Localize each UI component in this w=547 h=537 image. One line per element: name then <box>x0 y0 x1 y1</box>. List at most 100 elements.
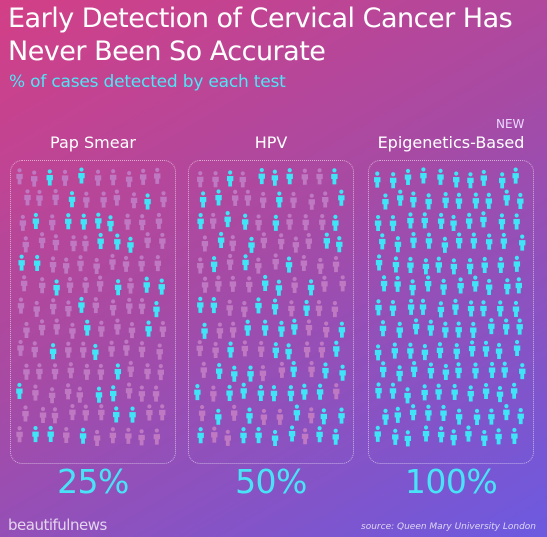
person-icon-undetected <box>22 236 29 253</box>
person-icon-detected <box>285 343 292 360</box>
person-icon-detected <box>437 426 445 443</box>
person-icon-detected <box>339 364 346 381</box>
person-icon-detected <box>503 189 510 206</box>
panel-title-epigenetics: Epigenetics-Based <box>377 133 525 152</box>
person-icon-undetected <box>65 341 72 358</box>
person-icon-detected <box>288 425 296 442</box>
person-icon-detected <box>242 254 249 271</box>
person-icon-detected <box>18 254 25 271</box>
person-icon-detected <box>515 277 523 294</box>
source-note: source: Queen Mary University London <box>361 522 536 532</box>
person-icon-detected <box>240 427 247 444</box>
page-title: Early Detection of Cervical Cancer Has N… <box>8 3 513 67</box>
person-icon-undetected <box>317 257 324 275</box>
person-icon-detected <box>379 233 386 250</box>
person-icon-detected <box>270 385 278 402</box>
person-icon-detected <box>480 211 487 228</box>
person-icon-detected <box>488 361 496 378</box>
person-icon-detected <box>455 321 462 338</box>
person-icon-undetected <box>51 407 59 424</box>
person-icon-undetected <box>49 256 57 273</box>
person-icon-undetected <box>62 257 70 274</box>
person-icon-detected <box>453 171 460 188</box>
person-icon-detected <box>442 363 450 380</box>
person-icon-detected <box>435 256 442 273</box>
person-icon-undetected <box>209 212 217 229</box>
person-icon-undetected <box>48 387 56 404</box>
person-icon-detected <box>338 407 345 424</box>
person-icon-undetected <box>196 340 203 357</box>
person-icon-detected <box>485 192 493 209</box>
person-icon-undetected <box>276 408 284 425</box>
person-icon-undetected <box>160 191 167 208</box>
person-icon-undetected <box>322 191 329 208</box>
person-icon-detected <box>244 319 251 336</box>
person-icon-undetected <box>66 276 74 294</box>
person-icon-detected <box>248 236 255 253</box>
person-icon-detected <box>246 407 253 424</box>
person-icon-undetected <box>49 214 56 231</box>
person-icon-undetected <box>82 276 89 293</box>
person-icon-detected <box>468 340 476 357</box>
person-icon-undetected <box>22 405 29 422</box>
person-icon-detected <box>257 384 265 401</box>
person-icon-undetected <box>92 297 100 314</box>
person-icon-detected <box>424 275 432 292</box>
person-icon-detected <box>480 169 488 186</box>
person-icon-detected <box>278 320 285 337</box>
people-group-2 <box>194 167 346 447</box>
person-icon-undetected <box>52 189 59 206</box>
person-icon-undetected <box>212 171 219 188</box>
person-icon-detected <box>33 254 41 272</box>
person-icon-detected <box>144 193 151 210</box>
person-icon-undetected <box>201 276 209 293</box>
person-icon-undetected <box>260 408 268 425</box>
person-icon-detected <box>470 232 478 249</box>
person-icon-detected <box>488 318 495 335</box>
person-icon-undetected <box>138 255 145 272</box>
person-icon-undetected <box>197 257 204 274</box>
person-icon-undetected <box>321 275 328 292</box>
person-icon-detected <box>467 172 474 189</box>
brand-logo: beautifulnews <box>8 516 107 534</box>
person-icon-detected <box>153 301 160 318</box>
person-icon-detected <box>450 258 458 275</box>
person-icon-detected <box>389 215 397 232</box>
person-icon-undetected <box>332 255 340 273</box>
person-icon-detected <box>78 167 85 184</box>
page-subtitle: % of cases detected by each test <box>9 72 286 92</box>
person-icon-undetected <box>83 363 91 380</box>
person-icon-detected <box>436 342 444 359</box>
person-icon-detected <box>114 279 122 296</box>
person-icon-undetected <box>23 363 30 380</box>
person-icon-undetected <box>36 363 43 380</box>
person-icon-detected <box>437 168 444 185</box>
person-icon-undetected <box>333 383 340 400</box>
person-icon-detected <box>470 321 477 338</box>
person-icon-detected <box>409 404 417 421</box>
person-icon-undetected <box>157 363 165 381</box>
person-icon-detected <box>272 214 280 231</box>
person-icon-undetected <box>17 297 25 314</box>
person-icon-undetected <box>32 384 39 401</box>
person-icon-undetected <box>259 365 267 382</box>
person-icon-detected <box>32 425 39 443</box>
person-icon-detected <box>466 258 474 275</box>
person-icon-detected <box>422 258 430 275</box>
person-icon-undetected <box>229 321 237 338</box>
person-icon-undetected <box>155 212 163 230</box>
person-icon-detected <box>78 296 85 313</box>
person-icon-detected <box>472 362 479 379</box>
person-icon-undetected <box>114 318 121 335</box>
person-icon-detected <box>261 319 269 336</box>
person-icon-undetected <box>154 167 161 184</box>
person-icon-detected <box>422 425 430 442</box>
person-icon-undetected <box>212 341 219 359</box>
person-icon-undetected <box>152 385 160 402</box>
person-icon-undetected <box>286 213 293 230</box>
person-icon-undetected <box>109 427 117 444</box>
panel-epigenetics <box>368 160 534 464</box>
person-icon-undetected <box>33 300 40 317</box>
person-icon-detected <box>226 170 234 187</box>
